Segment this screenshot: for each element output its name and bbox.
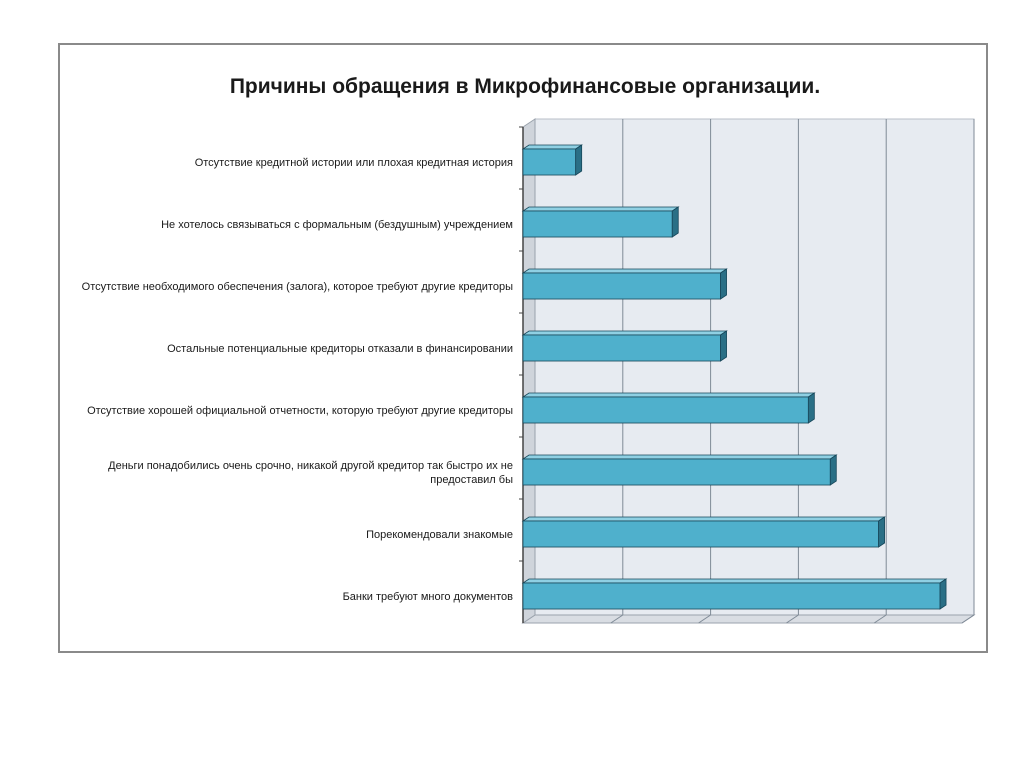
bar: [521, 144, 584, 176]
bar-top-face: [521, 516, 886, 522]
bar-end-face: [671, 206, 679, 238]
bar: [521, 578, 948, 610]
gridline-floor: [698, 614, 711, 624]
category-label: Отсутствие кредитной истории или плохая …: [195, 157, 513, 169]
category-label: Банки требуют много документов: [343, 591, 514, 603]
bar-end-face: [575, 144, 583, 176]
bar: [521, 330, 728, 362]
gridline-floor: [873, 614, 887, 624]
category-label-line: Не хотелось связываться с формальным (бе…: [161, 219, 513, 231]
bar: [521, 206, 680, 238]
chart-frame: Причины обращения в Микрофинансовые орга…: [58, 43, 988, 653]
bar-end-face: [720, 330, 727, 362]
bar-top-face: [521, 330, 728, 336]
category-label: Не хотелось связываться с формальным (бе…: [161, 219, 513, 231]
bar-top-face: [521, 392, 816, 398]
bars: [521, 144, 948, 610]
gridline-floor: [961, 614, 975, 624]
bar-front-face: [522, 582, 941, 610]
bar-front-face: [522, 148, 577, 176]
bar-end-face: [878, 516, 885, 548]
category-label-line: предоставил бы: [430, 474, 513, 486]
category-label-line: Банки требуют много документов: [343, 591, 514, 603]
plot-background: [521, 118, 976, 624]
category-label: Деньги понадобились очень срочно, никако…: [108, 460, 513, 486]
bar-end-face: [829, 454, 837, 486]
category-label-line: Отсутствие кредитной истории или плохая …: [195, 157, 513, 169]
category-label-line: Остальные потенциальные кредиторы отказа…: [167, 343, 513, 355]
bar-front-face: [522, 520, 879, 548]
bar-top-face: [521, 206, 680, 212]
category-label-line: Отсутствие необходимого обеспечения (зал…: [82, 281, 513, 293]
bar-top-face: [521, 144, 584, 150]
bar-front-face: [522, 334, 721, 362]
category-label-line: Отсутствие хорошей официальной отчетност…: [87, 405, 513, 417]
bar-top-face: [521, 268, 728, 274]
bar-end-face: [939, 578, 947, 610]
bar-front-face: [522, 210, 673, 238]
gridline-floor: [786, 614, 799, 624]
category-label-line: Порекомендовали знакомые: [366, 529, 513, 541]
chart-title: Причины обращения в Микрофинансовые орга…: [230, 75, 820, 98]
category-label: Отсутствие хорошей официальной отчетност…: [87, 405, 513, 417]
bar: [521, 454, 838, 486]
category-label: Порекомендовали знакомые: [366, 529, 513, 541]
category-label-line: Деньги понадобились очень срочно, никако…: [108, 460, 513, 472]
category-labels: Отсутствие кредитной истории или плохая …: [82, 126, 523, 603]
bar-front-face: [522, 396, 809, 424]
bar-front-face: [522, 458, 831, 486]
bar-front-face: [522, 272, 721, 300]
floor: [521, 614, 976, 624]
bar: [521, 516, 886, 548]
bar: [521, 392, 816, 424]
bar: [521, 268, 728, 300]
gridline-floor: [610, 614, 624, 624]
bar-top-face: [521, 578, 948, 584]
bar-top-face: [521, 454, 838, 460]
bar-end-face: [807, 392, 815, 424]
category-label: Отсутствие необходимого обеспечения (зал…: [82, 281, 513, 293]
bar-chart: Причины обращения в Микрофинансовые орга…: [82, 75, 976, 624]
category-label: Остальные потенциальные кредиторы отказа…: [167, 343, 513, 355]
bar-end-face: [720, 268, 727, 300]
